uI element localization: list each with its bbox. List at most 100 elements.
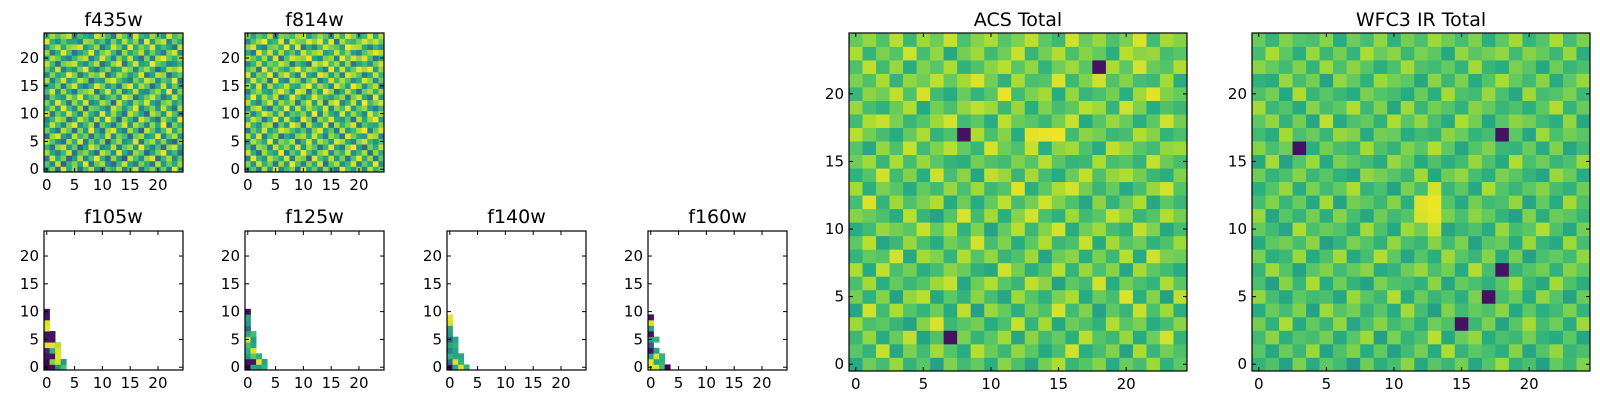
- heatmap-cell: [261, 60, 268, 67]
- heatmap-cell: [256, 127, 263, 134]
- heatmap-cell: [1132, 195, 1147, 210]
- heatmap-cell: [1441, 222, 1456, 237]
- heatmap-cell: [110, 60, 117, 67]
- y-tick-label: 10: [1228, 220, 1247, 238]
- heatmap-cell: [1360, 249, 1375, 264]
- heatmap-cell: [1468, 33, 1483, 47]
- heatmap-cell: [177, 88, 184, 95]
- heatmap-cell: [1092, 87, 1107, 101]
- heatmap-cell: [55, 105, 62, 112]
- heatmap-cell: [333, 88, 340, 95]
- heatmap-cell: [155, 149, 162, 156]
- heatmap-cell: [849, 73, 863, 88]
- heatmap-cell: [970, 46, 985, 61]
- heatmap-cell: [984, 343, 999, 358]
- heatmap-cell: [1495, 127, 1510, 142]
- heatmap-cell: [44, 77, 50, 84]
- heatmap-cell: [1252, 154, 1266, 169]
- heatmap-cell: [283, 155, 290, 162]
- heatmap-cell: [127, 66, 134, 73]
- heatmap-cell: [1481, 154, 1496, 169]
- heatmap-cell: [903, 127, 917, 142]
- heatmap-cell: [1119, 141, 1134, 156]
- heatmap-cell: [1387, 343, 1402, 358]
- heatmap-cell: [283, 166, 290, 173]
- heatmap-cell: [250, 353, 257, 360]
- heatmap-cell: [1051, 181, 1066, 196]
- heatmap-cell: [1562, 276, 1577, 291]
- heatmap-cell: [1078, 181, 1093, 196]
- heatmap-cell: [1373, 222, 1388, 237]
- heatmap-cell: [1468, 235, 1483, 250]
- heatmap-cell: [1495, 141, 1510, 156]
- heatmap-cell: [250, 144, 257, 151]
- heatmap-cell: [1468, 262, 1483, 277]
- heatmap-cell: [88, 38, 95, 45]
- heatmap-cell: [1078, 33, 1093, 47]
- heatmap-cell: [138, 99, 145, 106]
- heatmap-cell: [88, 155, 95, 162]
- heatmap-cell: [71, 116, 78, 123]
- heatmap-cell: [943, 289, 958, 304]
- heatmap-cell: [116, 49, 123, 56]
- heatmap-cell: [295, 138, 301, 145]
- heatmap-cell: [1346, 289, 1361, 304]
- heatmap-cell: [889, 154, 904, 169]
- heatmap-cell: [943, 141, 958, 156]
- heatmap-cell: [1132, 87, 1147, 101]
- heatmap-cell: [1119, 208, 1134, 223]
- x-tick-label: 20: [1117, 375, 1136, 393]
- heatmap-cell: [55, 71, 62, 78]
- heatmap-cell: [60, 110, 67, 117]
- heatmap-cell: [1508, 181, 1523, 196]
- heatmap-cell: [876, 181, 890, 196]
- heatmap-cell: [55, 155, 62, 162]
- heatmap-cell: [110, 116, 117, 123]
- heatmap-cell: [77, 121, 84, 128]
- heatmap-cell: [322, 166, 329, 173]
- heatmap-cell: [997, 33, 1012, 47]
- heatmap-cell: [1508, 357, 1523, 372]
- heatmap-cell: [1481, 168, 1496, 183]
- heatmap-cell: [1468, 114, 1483, 128]
- heatmap-cell: [1173, 154, 1188, 169]
- heatmap-cell: [997, 46, 1012, 61]
- heatmap-cell: [171, 149, 178, 156]
- heatmap-cell: [49, 55, 56, 62]
- heatmap-cell: [943, 222, 958, 237]
- heatmap-cell: [1105, 33, 1120, 47]
- heatmap-cell: [361, 121, 368, 128]
- heatmap-cell: [245, 160, 251, 167]
- heatmap-cell: [1319, 330, 1334, 345]
- heatmap-cell: [1265, 127, 1280, 142]
- heatmap-cell: [345, 77, 351, 84]
- heatmap-cell: [889, 316, 904, 331]
- heatmap-cell: [82, 33, 89, 39]
- heatmap-cell: [256, 55, 263, 62]
- heatmap-cell: [88, 55, 95, 62]
- x-tick-label: 0: [243, 176, 253, 194]
- heatmap-cell: [1427, 222, 1442, 237]
- heatmap-cell: [155, 83, 162, 89]
- heatmap-cell: [984, 33, 999, 47]
- heatmap-cell: [862, 235, 877, 250]
- heatmap-cell: [116, 83, 123, 89]
- heatmap-cell: [1065, 249, 1080, 264]
- heatmap-cell: [1508, 303, 1523, 318]
- heatmap-cell: [1292, 262, 1307, 277]
- heatmap-cell: [930, 208, 944, 223]
- heatmap-cell: [94, 71, 100, 78]
- heatmap-cell: [1468, 289, 1483, 304]
- heatmap-cell: [378, 155, 385, 162]
- heatmap-cell: [94, 77, 100, 84]
- heatmap-cell: [1265, 343, 1280, 358]
- heatmap-cell: [1373, 87, 1388, 101]
- heatmap-cell: [1576, 114, 1591, 128]
- heatmap-cell: [943, 316, 958, 331]
- heatmap-cell: [306, 155, 313, 162]
- heatmap-cell: [1078, 46, 1093, 61]
- heatmap-cell: [272, 66, 279, 73]
- heatmap-cell: [1011, 114, 1026, 128]
- heatmap-cell: [1441, 262, 1456, 277]
